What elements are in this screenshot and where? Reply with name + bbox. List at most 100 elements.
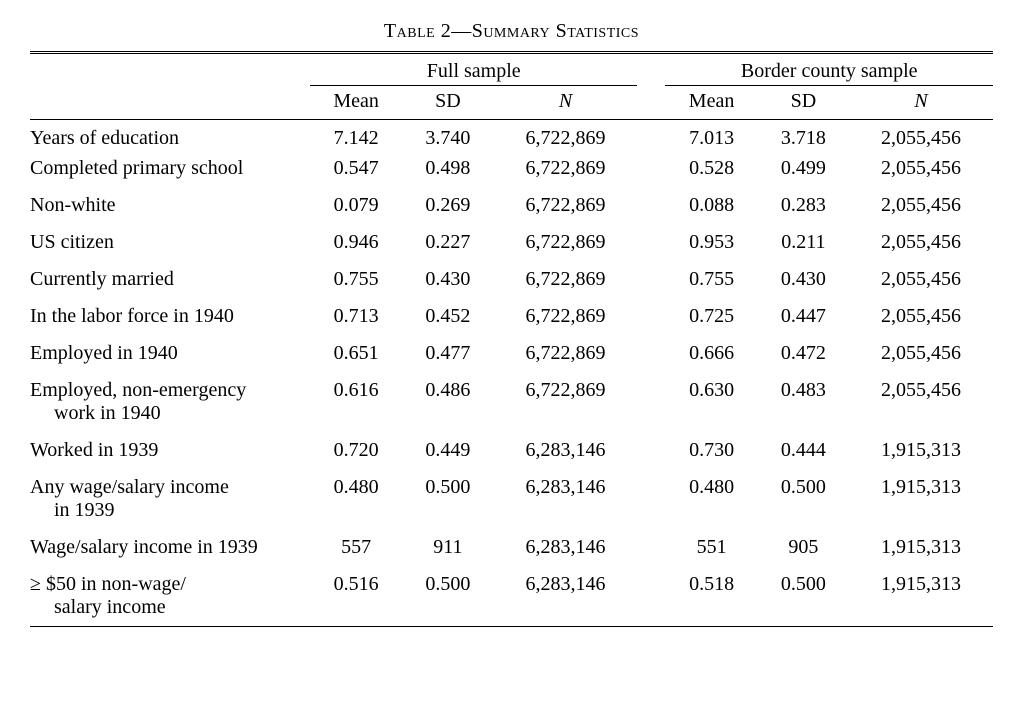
cell-border-mean: 0.518 [665,566,757,596]
row-label: Wage/salary income in 1939 [30,529,310,566]
row-label-continuation: salary income [30,596,310,627]
table-title: Table 2—Summary Statistics [30,20,993,43]
cell-border-n: 2,055,456 [849,187,993,224]
table-row: Wage/salary income in 19395579116,283,14… [30,529,993,566]
table-row: Years of education7.1423.7406,722,8697.0… [30,120,993,158]
cell-border-sd: 905 [758,529,849,566]
cell-full-n: 6,722,869 [494,157,638,187]
cell-empty [665,596,757,627]
header-blank [30,53,310,86]
subheader-border-n: N [849,86,993,120]
cell-border-sd: 0.500 [758,469,849,499]
cell-full-n: 6,283,146 [494,529,638,566]
cell-full-mean: 0.516 [310,566,402,596]
cell-border-n: 1,915,313 [849,469,993,499]
cell-full-sd: 0.227 [402,224,493,261]
cell-empty [637,596,665,627]
cell-border-n: 1,915,313 [849,566,993,596]
subheader-border-sd: SD [758,86,849,120]
cell-full-mean: 0.720 [310,432,402,469]
cell-full-mean: 0.946 [310,224,402,261]
cell-border-mean: 7.013 [665,120,757,158]
row-label-continuation: work in 1940 [30,402,310,432]
subheader-full-mean: Mean [310,86,402,120]
cell-full-sd: 0.486 [402,372,493,402]
cell-empty [665,499,757,529]
cell-full-sd: 0.452 [402,298,493,335]
summary-statistics-table: Full sample Border county sample Mean SD… [30,51,993,627]
table-row: Any wage/salary income0.4800.5006,283,14… [30,469,993,499]
table-row: Currently married0.7550.4306,722,8690.75… [30,261,993,298]
cell-border-mean: 551 [665,529,757,566]
row-label: Years of education [30,120,310,158]
cell-border-n: 2,055,456 [849,298,993,335]
cell-gap [637,566,665,596]
cell-empty [494,499,638,529]
table-row: Non-white0.0790.2696,722,8690.0880.2832,… [30,187,993,224]
cell-border-sd: 0.500 [758,566,849,596]
subheader-border-mean: Mean [665,86,757,120]
cell-border-sd: 0.430 [758,261,849,298]
cell-border-mean: 0.666 [665,335,757,372]
cell-full-mean: 0.616 [310,372,402,402]
table-row: Worked in 19390.7200.4496,283,1460.7300.… [30,432,993,469]
cell-empty [758,402,849,432]
table-row: ≥ $50 in non-wage/0.5160.5006,283,1460.5… [30,566,993,596]
cell-full-sd: 3.740 [402,120,493,158]
row-label: Employed in 1940 [30,335,310,372]
row-label: Non-white [30,187,310,224]
cell-full-sd: 0.430 [402,261,493,298]
cell-full-sd: 0.500 [402,469,493,499]
table-row-continuation: in 1939 [30,499,993,529]
cell-border-mean: 0.730 [665,432,757,469]
cell-border-n: 2,055,456 [849,261,993,298]
cell-gap [637,372,665,402]
cell-border-mean: 0.755 [665,261,757,298]
cell-full-sd: 0.477 [402,335,493,372]
cell-full-mean: 0.651 [310,335,402,372]
row-label: Currently married [30,261,310,298]
cell-empty [402,499,493,529]
cell-border-sd: 0.483 [758,372,849,402]
cell-gap [637,298,665,335]
cell-empty [665,402,757,432]
table-row: Employed in 19400.6510.4776,722,869 0.666… [30,335,993,372]
table-row-continuation: work in 1940 [30,402,993,432]
row-label: Employed, non-emergency [30,372,310,402]
cell-gap [637,157,665,187]
cell-empty [637,499,665,529]
cell-full-sd: 0.498 [402,157,493,187]
cell-full-mean: 557 [310,529,402,566]
cell-border-mean: 0.088 [665,187,757,224]
row-label: US citizen [30,224,310,261]
cell-border-mean: 0.725 [665,298,757,335]
table-row: In the labor force in 19400.7130.4526,72… [30,298,993,335]
cell-gap [637,261,665,298]
cell-border-n: 2,055,456 [849,157,993,187]
cell-border-sd: 0.472 [758,335,849,372]
row-label: Completed primary school [30,157,310,187]
cell-full-mean: 0.547 [310,157,402,187]
cell-full-mean: 0.755 [310,261,402,298]
cell-border-n: 2,055,456 [849,372,993,402]
cell-empty [494,402,638,432]
cell-full-sd: 0.500 [402,566,493,596]
row-label: Worked in 1939 [30,432,310,469]
cell-full-n: 6,722,869 [494,335,638,372]
header-full-sample: Full sample [310,53,637,86]
table-row: US citizen0.9460.2276,722,8690.9530.2112… [30,224,993,261]
subheader-gap [637,86,665,120]
row-label-continuation: in 1939 [30,499,310,529]
cell-gap [637,187,665,224]
cell-gap [637,432,665,469]
cell-border-n: 2,055,456 [849,335,993,372]
subheader-full-n: N [494,86,638,120]
table-row-continuation: salary income [30,596,993,627]
cell-border-n: 1,915,313 [849,529,993,566]
cell-empty [494,596,638,627]
cell-full-mean: 0.480 [310,469,402,499]
cell-gap [637,335,665,372]
cell-border-n: 1,915,313 [849,432,993,469]
cell-empty [402,596,493,627]
cell-full-sd: 0.449 [402,432,493,469]
